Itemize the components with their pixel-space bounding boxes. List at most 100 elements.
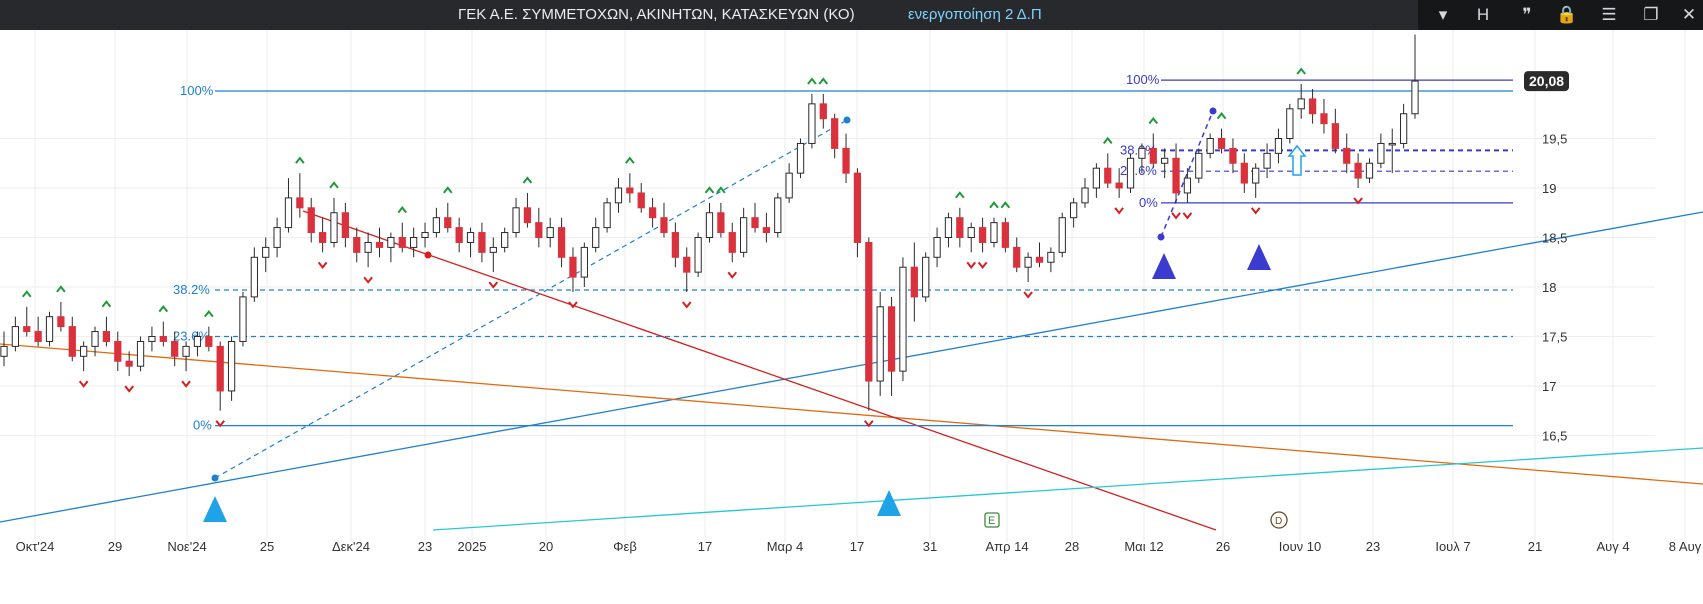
- candle-body: [762, 227, 771, 234]
- candle-body: [80, 345, 88, 357]
- candle-body: [717, 212, 725, 234]
- fractal-down-marker: [124, 385, 134, 393]
- candle-body: [705, 212, 714, 238]
- candle-body: [648, 207, 657, 219]
- lock-icon[interactable]: 🔒: [1556, 5, 1578, 24]
- fractal-up-marker: [625, 156, 635, 164]
- candle-body: [740, 217, 748, 253]
- fractal-up-marker: [1102, 136, 1113, 144]
- anchor-point[interactable]: [1157, 233, 1165, 241]
- candle-body: [296, 197, 304, 209]
- buy-arrow-icon: [1152, 253, 1176, 279]
- candle-body: [1388, 142, 1396, 146]
- x-axis-tick-label: Μαι 12: [1124, 539, 1163, 554]
- candle-body: [785, 172, 793, 199]
- candle-body: [125, 360, 133, 367]
- candle-body: [250, 256, 258, 298]
- candle-body: [159, 336, 167, 342]
- fractal-up-marker: [1000, 201, 1011, 209]
- candle-body: [1149, 147, 1157, 164]
- trendline-blue-support[interactable]: [0, 211, 1703, 523]
- fractal-up-marker: [1216, 111, 1227, 120]
- quote-icon[interactable]: ❞: [1522, 5, 1532, 24]
- x-axis-tick-label: 23: [418, 539, 432, 554]
- trend-lines[interactable]: [0, 107, 1703, 531]
- fractal-up-marker: [716, 186, 726, 194]
- candle-body: [660, 217, 668, 234]
- fractal-down-marker: [488, 281, 499, 289]
- fractal-down-marker: [864, 420, 874, 428]
- fractal-up-marker: [955, 191, 965, 199]
- candle-body: [1377, 142, 1385, 164]
- candle-body: [1115, 182, 1123, 189]
- window-title: ΓΕΚ Α.Ε. ΣΥΜΜΕΤΟΧΩΝ, ΑΚΙΝΗΤΩΝ, ΚΑΤΑΣΚΕΥΩ…: [458, 6, 855, 23]
- restore-icon[interactable]: ❐: [1643, 5, 1659, 24]
- fractal-up-marker: [807, 77, 817, 85]
- event-d-icon[interactable]: [1270, 511, 1288, 529]
- candle-body: [1206, 138, 1214, 154]
- candle-body: [1229, 147, 1237, 164]
- candle-body: [1354, 162, 1362, 179]
- anchor-point[interactable]: [424, 251, 432, 259]
- fractal-down-marker: [1182, 212, 1193, 220]
- candle-body: [1365, 162, 1374, 179]
- candle-body: [432, 217, 441, 234]
- event-e-icon[interactable]: [984, 512, 1000, 528]
- trendline-red-resistance[interactable]: [302, 210, 1217, 531]
- x-axis-tick-label: Μαρ 4: [767, 539, 804, 554]
- fib-level-label: 100%: [180, 83, 214, 98]
- fractal-down-marker: [78, 380, 89, 388]
- candle-body: [580, 246, 588, 278]
- candle-body: [398, 237, 406, 248]
- candle-body: [1013, 246, 1021, 268]
- anchor-point[interactable]: [843, 116, 851, 124]
- trendline-orange-resistance[interactable]: [0, 343, 1703, 485]
- x-axis-tick-label: Απρ 14: [985, 539, 1028, 554]
- candle-body: [136, 340, 145, 367]
- menu-icon[interactable]: ☰: [1601, 5, 1617, 24]
- x-axis-tick-label: 23: [1366, 539, 1380, 554]
- candle-body: [23, 326, 31, 333]
- dropdown-icon[interactable]: ▾: [1438, 5, 1448, 24]
- candle-body: [1024, 256, 1032, 268]
- price-chart[interactable]: 100%38.2%23.6%0%161.8%100%38.2%23.6%0% E…: [0, 30, 1703, 604]
- candle-body: [364, 241, 372, 253]
- candle-body: [466, 232, 475, 243]
- candle-body: [1195, 152, 1203, 179]
- candle-body: [501, 232, 509, 248]
- fractal-up-marker: [397, 206, 408, 214]
- candle-body: [569, 256, 577, 278]
- y-axis-tick-label: 19,5: [1542, 132, 1567, 147]
- x-axis-tick-label: 25: [260, 539, 274, 554]
- close-icon[interactable]: ✕: [1681, 5, 1697, 24]
- fractal-up-marker: [704, 186, 715, 194]
- x-axis-tick-label: 8 Αυγ: [1669, 539, 1702, 554]
- candle-body: [478, 232, 486, 253]
- candle-body: [489, 246, 497, 253]
- buy-arrow-icon: [203, 496, 227, 522]
- activation-notice[interactable]: ενεργοποίηση 2 Δ.Π: [908, 6, 1042, 23]
- fractal-down-marker: [181, 380, 191, 388]
- candle-body: [341, 212, 350, 238]
- fib-anchor-line-minor[interactable]: [1160, 110, 1214, 238]
- candle-body: [114, 340, 122, 362]
- h-button[interactable]: H: [1476, 5, 1490, 24]
- candle-body: [171, 340, 179, 357]
- x-axis-tick-label: Ιουλ 7: [1435, 539, 1470, 554]
- candle-body: [592, 227, 600, 248]
- fib-anchor-line-major[interactable]: [214, 119, 848, 479]
- fibonacci-retracements[interactable]: 100%38.2%23.6%0%161.8%100%38.2%23.6%0%: [173, 30, 1513, 433]
- fractal-up-marker: [989, 201, 999, 209]
- x-axis-tick-label: 2025: [458, 539, 487, 554]
- candle-body: [1263, 152, 1271, 169]
- anchor-point[interactable]: [211, 474, 219, 482]
- x-axis-tick-label: Αυγ 4: [1596, 539, 1629, 554]
- candle-body: [819, 103, 827, 120]
- fractal-up-marker: [295, 156, 305, 164]
- last-price-tag: [1524, 71, 1569, 92]
- anchor-point[interactable]: [1209, 107, 1217, 115]
- fractal-up-marker: [522, 176, 533, 184]
- candle-body: [318, 232, 327, 243]
- candle-body: [273, 227, 281, 248]
- trendline-cyan-support[interactable]: [432, 447, 1703, 531]
